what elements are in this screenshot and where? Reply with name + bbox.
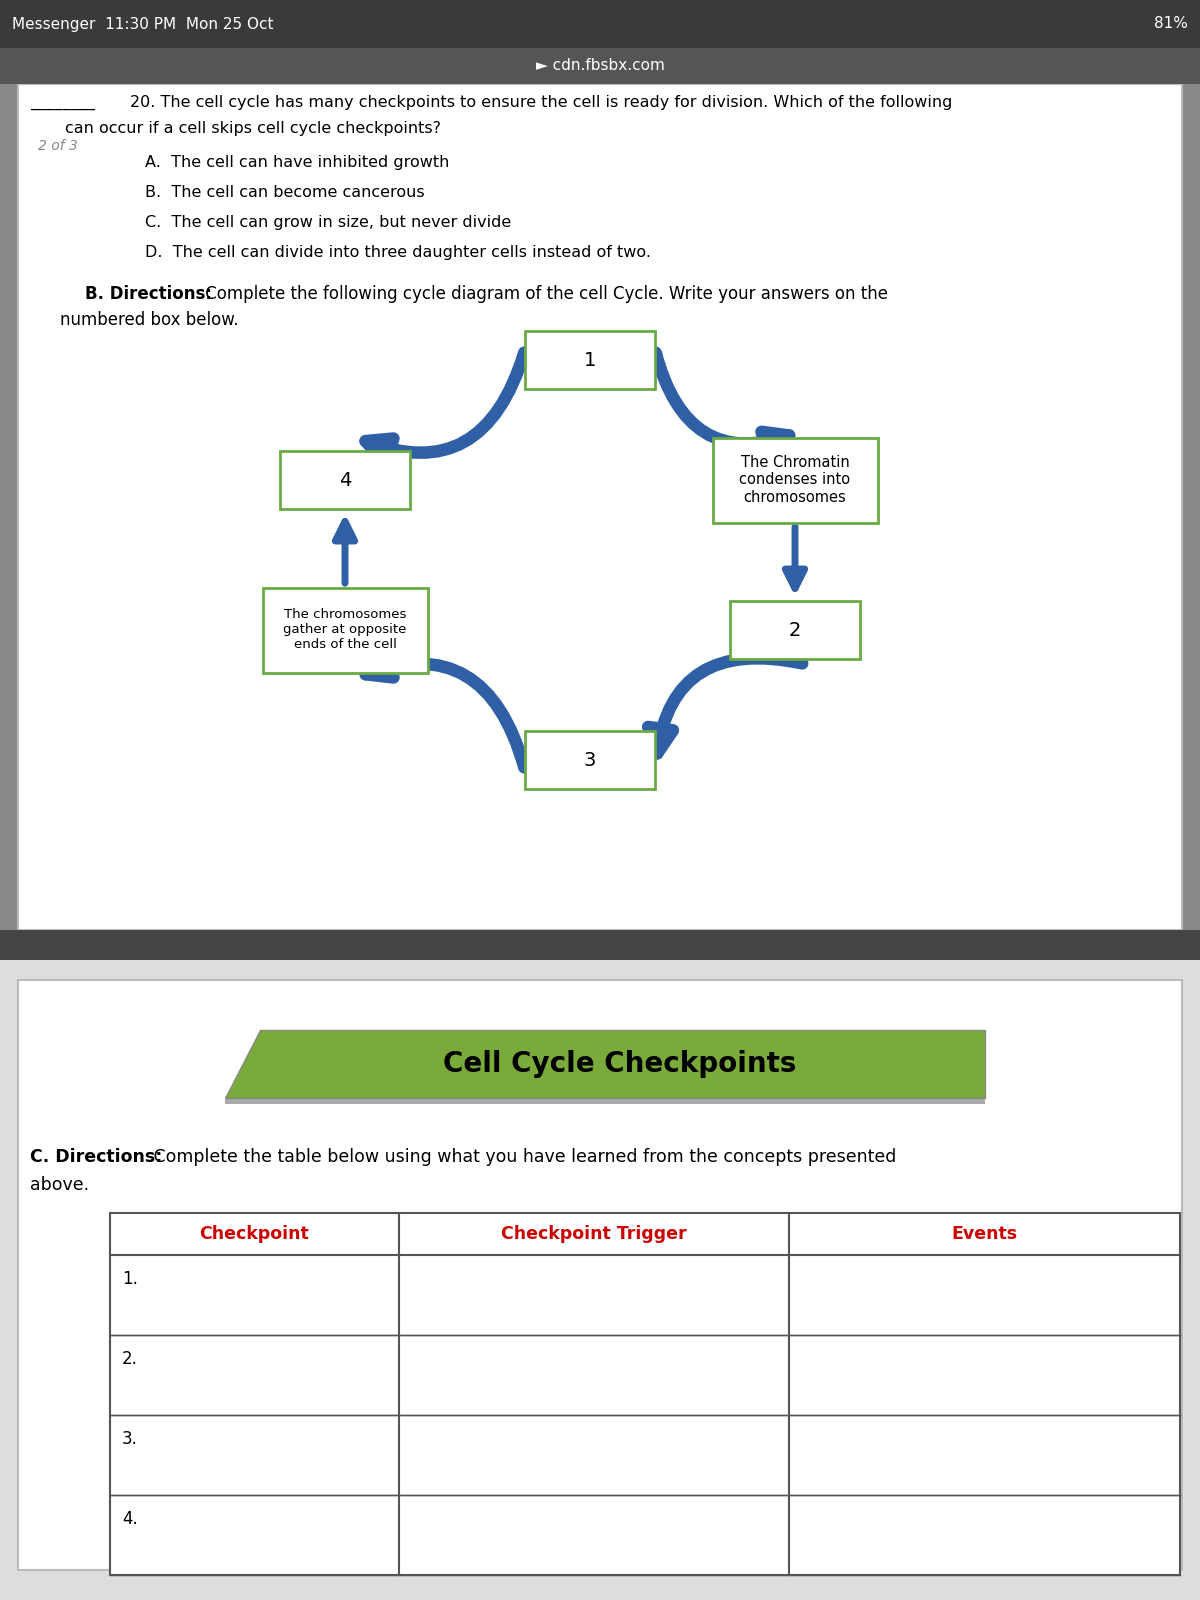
FancyBboxPatch shape bbox=[0, 48, 1200, 83]
Text: ► cdn.fbsbx.com: ► cdn.fbsbx.com bbox=[535, 59, 665, 74]
Text: above.: above. bbox=[30, 1176, 89, 1194]
Polygon shape bbox=[226, 1030, 985, 1098]
FancyBboxPatch shape bbox=[0, 930, 1200, 960]
FancyArrowPatch shape bbox=[366, 352, 524, 462]
FancyBboxPatch shape bbox=[263, 587, 427, 672]
Text: 1.: 1. bbox=[122, 1270, 138, 1288]
Text: 81%: 81% bbox=[1154, 16, 1188, 32]
Text: 2.: 2. bbox=[122, 1350, 138, 1368]
Text: A.  The cell can have inhibited growth: A. The cell can have inhibited growth bbox=[145, 155, 449, 170]
Text: The Chromatin
condenses into
chromosomes: The Chromatin condenses into chromosomes bbox=[739, 454, 851, 506]
FancyBboxPatch shape bbox=[0, 0, 1200, 48]
Text: 3: 3 bbox=[584, 750, 596, 770]
Text: 2 of 3: 2 of 3 bbox=[38, 139, 78, 154]
FancyBboxPatch shape bbox=[280, 451, 410, 509]
FancyBboxPatch shape bbox=[0, 960, 1200, 1600]
Text: 20. The cell cycle has many checkpoints to ensure the cell is ready for division: 20. The cell cycle has many checkpoints … bbox=[130, 94, 953, 110]
Text: 3.: 3. bbox=[122, 1430, 138, 1448]
Text: C.  The cell can grow in size, but never divide: C. The cell can grow in size, but never … bbox=[145, 214, 511, 230]
Text: Messenger  11:30 PM  Mon 25 Oct: Messenger 11:30 PM Mon 25 Oct bbox=[12, 16, 274, 32]
Text: 4.: 4. bbox=[122, 1510, 138, 1528]
Text: Complete the following cycle diagram of the cell Cycle. Write your answers on th: Complete the following cycle diagram of … bbox=[200, 285, 888, 302]
Text: Events: Events bbox=[952, 1226, 1018, 1243]
Text: B.  The cell can become cancerous: B. The cell can become cancerous bbox=[145, 186, 425, 200]
Text: Complete the table below using what you have learned from the concepts presented: Complete the table below using what you … bbox=[148, 1149, 896, 1166]
Text: C. Directions:: C. Directions: bbox=[30, 1149, 162, 1166]
Text: 4: 4 bbox=[338, 470, 352, 490]
Text: can occur if a cell skips cell cycle checkpoints?: can occur if a cell skips cell cycle che… bbox=[65, 122, 442, 136]
Text: numbered box below.: numbered box below. bbox=[60, 310, 239, 330]
FancyArrowPatch shape bbox=[655, 352, 790, 456]
Text: B. Directions:: B. Directions: bbox=[85, 285, 212, 302]
FancyBboxPatch shape bbox=[713, 437, 877, 523]
FancyBboxPatch shape bbox=[18, 979, 1182, 1570]
FancyBboxPatch shape bbox=[730, 602, 860, 659]
Text: Checkpoint Trigger: Checkpoint Trigger bbox=[502, 1226, 686, 1243]
Text: The chromosomes
gather at opposite
ends of the cell: The chromosomes gather at opposite ends … bbox=[283, 608, 407, 651]
FancyBboxPatch shape bbox=[526, 731, 655, 789]
Text: D.  The cell can divide into three daughter cells instead of two.: D. The cell can divide into three daught… bbox=[145, 245, 650, 259]
Text: Checkpoint: Checkpoint bbox=[199, 1226, 310, 1243]
Text: 1: 1 bbox=[584, 350, 596, 370]
FancyArrowPatch shape bbox=[648, 658, 803, 754]
Text: Cell Cycle Checkpoints: Cell Cycle Checkpoints bbox=[443, 1050, 797, 1078]
FancyBboxPatch shape bbox=[18, 83, 1182, 930]
Text: 2: 2 bbox=[788, 621, 802, 640]
FancyBboxPatch shape bbox=[226, 1098, 985, 1104]
Text: ________: ________ bbox=[30, 94, 95, 110]
FancyBboxPatch shape bbox=[526, 331, 655, 389]
FancyBboxPatch shape bbox=[110, 1213, 1180, 1574]
FancyArrowPatch shape bbox=[366, 654, 524, 768]
